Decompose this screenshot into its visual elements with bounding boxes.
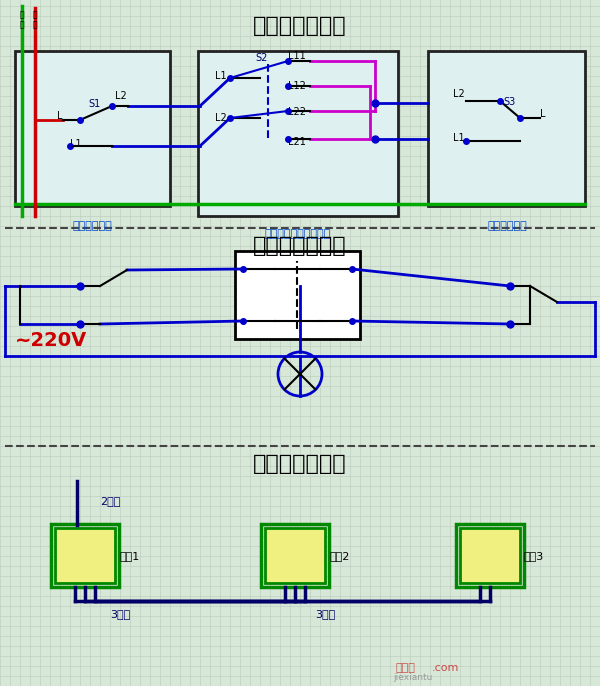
Text: ~220V: ~220V: [15, 331, 87, 351]
FancyBboxPatch shape: [55, 528, 115, 583]
FancyBboxPatch shape: [15, 51, 170, 206]
Text: 相
线: 相 线: [20, 10, 25, 29]
Text: L21: L21: [288, 137, 306, 147]
Text: .com: .com: [432, 663, 460, 673]
Text: L2: L2: [215, 113, 227, 123]
Text: L1: L1: [70, 139, 82, 149]
FancyBboxPatch shape: [265, 528, 325, 583]
Text: 开关2: 开关2: [329, 551, 349, 561]
Text: L: L: [56, 111, 62, 121]
Text: 三控开关原理图: 三控开关原理图: [253, 236, 347, 256]
Text: S3: S3: [503, 97, 515, 107]
Text: L22: L22: [288, 107, 306, 117]
Text: L11: L11: [288, 51, 306, 61]
Text: L2: L2: [453, 89, 465, 99]
FancyBboxPatch shape: [198, 51, 398, 216]
Text: 单开双控开关: 单开双控开关: [72, 221, 112, 231]
FancyBboxPatch shape: [428, 51, 585, 206]
Text: 三控开关布线图: 三控开关布线图: [253, 454, 347, 474]
Text: L1: L1: [453, 133, 464, 143]
Text: 中途开关（三控开关）: 中途开关（三控开关）: [265, 229, 331, 239]
Text: 开关3: 开关3: [524, 551, 544, 561]
Text: 接线图: 接线图: [395, 663, 415, 673]
Text: 开关1: 开关1: [119, 551, 139, 561]
Text: 单开双控开关: 单开双控开关: [487, 221, 527, 231]
Text: 3根线: 3根线: [110, 609, 130, 619]
Text: L: L: [540, 109, 545, 119]
Text: S1: S1: [88, 99, 100, 109]
Text: jiexiantu: jiexiantu: [393, 674, 433, 683]
FancyBboxPatch shape: [460, 528, 520, 583]
FancyBboxPatch shape: [235, 251, 360, 339]
Text: L1: L1: [215, 71, 227, 81]
Text: L2: L2: [115, 91, 127, 101]
Text: 2根线: 2根线: [100, 496, 121, 506]
Text: 三控开关接线图: 三控开关接线图: [253, 16, 347, 36]
Text: 3根线: 3根线: [315, 609, 335, 619]
Text: 火
线: 火 线: [32, 10, 37, 29]
Text: L12: L12: [288, 81, 306, 91]
Text: S2: S2: [255, 53, 268, 63]
